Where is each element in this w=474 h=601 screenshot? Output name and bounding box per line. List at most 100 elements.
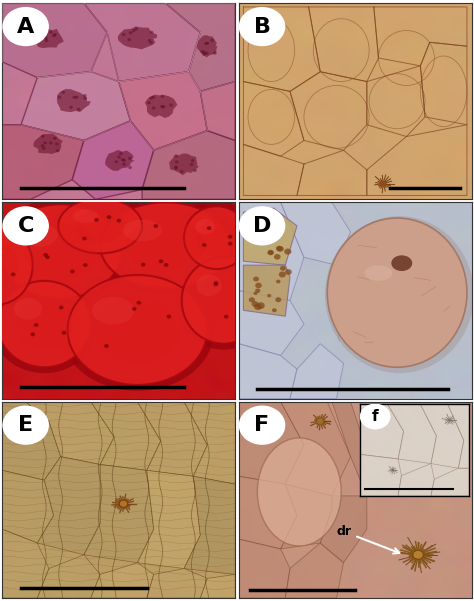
Circle shape	[128, 38, 131, 41]
Circle shape	[274, 254, 281, 260]
Circle shape	[239, 406, 285, 445]
Circle shape	[277, 231, 283, 236]
Circle shape	[202, 53, 206, 56]
Polygon shape	[239, 344, 297, 398]
Polygon shape	[244, 265, 290, 316]
Circle shape	[267, 250, 274, 255]
Circle shape	[213, 52, 217, 55]
Circle shape	[52, 34, 56, 37]
Circle shape	[204, 42, 208, 45]
Circle shape	[267, 294, 271, 297]
Ellipse shape	[0, 281, 91, 367]
Ellipse shape	[177, 200, 256, 275]
Circle shape	[137, 300, 141, 305]
Circle shape	[115, 160, 118, 163]
Circle shape	[264, 219, 269, 224]
Circle shape	[224, 315, 228, 319]
Ellipse shape	[75, 209, 125, 242]
Circle shape	[62, 331, 66, 335]
Circle shape	[119, 152, 123, 155]
Circle shape	[228, 235, 232, 239]
Polygon shape	[142, 130, 235, 200]
Circle shape	[159, 260, 164, 263]
Polygon shape	[147, 569, 207, 598]
Circle shape	[45, 39, 48, 42]
Circle shape	[75, 96, 79, 99]
Circle shape	[132, 307, 137, 311]
Circle shape	[205, 52, 209, 55]
Polygon shape	[91, 401, 161, 471]
Ellipse shape	[93, 197, 237, 294]
Ellipse shape	[197, 219, 236, 257]
Polygon shape	[320, 496, 367, 563]
Polygon shape	[239, 476, 297, 549]
Polygon shape	[2, 3, 107, 78]
Circle shape	[174, 166, 178, 170]
Circle shape	[59, 305, 64, 310]
Circle shape	[207, 226, 211, 230]
Circle shape	[77, 108, 81, 111]
Circle shape	[56, 149, 60, 152]
Circle shape	[70, 269, 75, 273]
Polygon shape	[201, 82, 235, 141]
Circle shape	[281, 219, 284, 223]
Circle shape	[206, 41, 210, 45]
Circle shape	[162, 105, 165, 108]
Circle shape	[253, 276, 259, 281]
Circle shape	[202, 243, 207, 247]
Circle shape	[255, 282, 262, 288]
Circle shape	[141, 263, 146, 267]
Circle shape	[132, 29, 136, 32]
Circle shape	[275, 297, 281, 302]
Circle shape	[284, 249, 292, 255]
Circle shape	[239, 7, 285, 46]
Circle shape	[247, 231, 255, 239]
Ellipse shape	[196, 275, 221, 296]
Polygon shape	[184, 401, 235, 484]
Polygon shape	[2, 125, 84, 200]
Circle shape	[30, 332, 35, 337]
Circle shape	[191, 159, 195, 162]
Text: D: D	[253, 216, 271, 236]
Circle shape	[148, 39, 151, 42]
Text: C: C	[18, 216, 34, 236]
Polygon shape	[290, 344, 344, 398]
Circle shape	[134, 28, 138, 31]
Circle shape	[239, 206, 285, 246]
Circle shape	[268, 251, 273, 255]
Circle shape	[193, 169, 197, 172]
Circle shape	[160, 105, 164, 108]
Circle shape	[152, 106, 155, 109]
Circle shape	[83, 94, 87, 97]
Circle shape	[36, 37, 40, 40]
Circle shape	[83, 97, 87, 100]
Ellipse shape	[100, 203, 230, 288]
Polygon shape	[72, 121, 154, 200]
Polygon shape	[84, 465, 154, 563]
Circle shape	[104, 344, 109, 348]
Polygon shape	[21, 72, 130, 141]
Polygon shape	[239, 401, 304, 484]
Circle shape	[285, 269, 292, 275]
Ellipse shape	[184, 206, 249, 269]
Ellipse shape	[58, 198, 142, 254]
Circle shape	[210, 38, 214, 42]
Ellipse shape	[24, 223, 97, 279]
Polygon shape	[184, 476, 235, 575]
Circle shape	[41, 144, 45, 147]
Circle shape	[128, 157, 132, 160]
Text: B: B	[254, 17, 271, 37]
Polygon shape	[2, 529, 49, 598]
Polygon shape	[137, 401, 207, 476]
Circle shape	[169, 103, 173, 106]
Circle shape	[58, 96, 61, 99]
Polygon shape	[239, 203, 304, 300]
Circle shape	[122, 163, 126, 166]
Polygon shape	[84, 3, 201, 82]
Polygon shape	[137, 471, 201, 569]
Ellipse shape	[126, 219, 204, 272]
Circle shape	[147, 101, 151, 104]
Circle shape	[149, 97, 153, 100]
Circle shape	[2, 206, 49, 246]
Circle shape	[175, 160, 179, 163]
